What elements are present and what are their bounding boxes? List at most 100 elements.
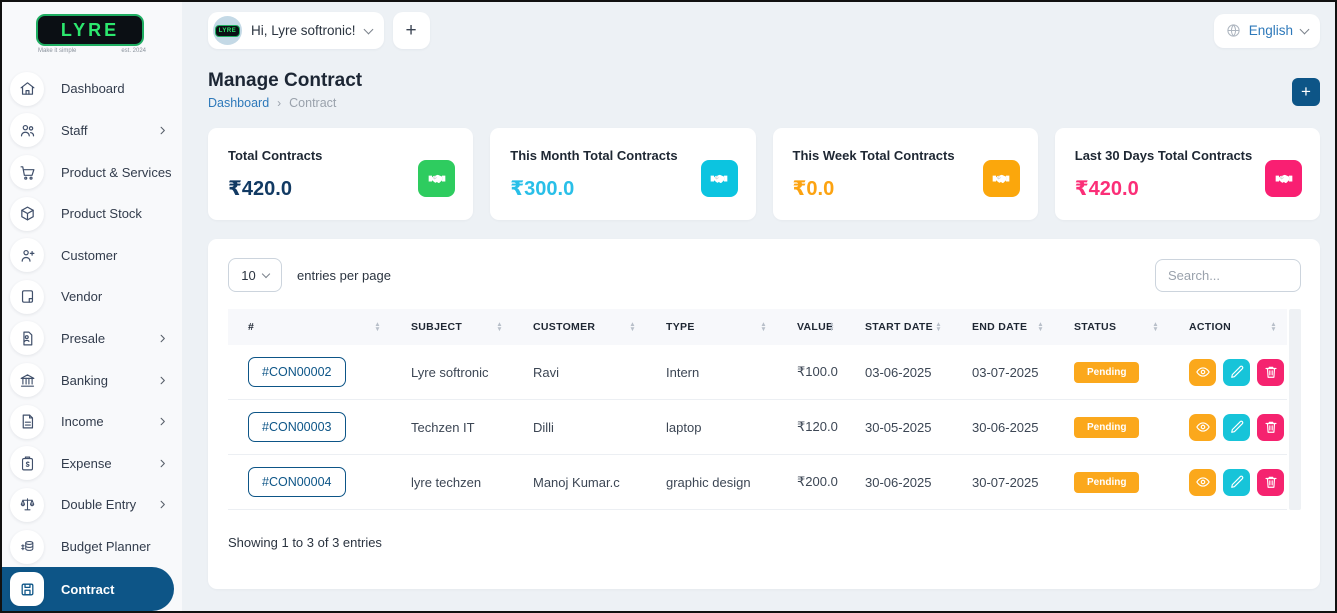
sidebar-item-dashboard[interactable]: Dashboard bbox=[2, 68, 182, 110]
add-contract-button[interactable]: + bbox=[1292, 78, 1320, 106]
delete-button[interactable] bbox=[1257, 358, 1284, 386]
sidebar-item-label: Expense bbox=[61, 455, 112, 471]
sidebar-item-presale[interactable]: Presale bbox=[2, 318, 182, 360]
sidebar-item-label: Contract bbox=[61, 581, 115, 597]
cell-start-date: 30-05-2025 bbox=[865, 419, 932, 435]
chevron-right-icon bbox=[157, 458, 168, 469]
table-controls: 10 entries per page bbox=[228, 258, 1301, 292]
column-header[interactable]: SUBJECT ▲ ▼ bbox=[411, 321, 503, 333]
users-icon bbox=[10, 113, 44, 148]
user-greeting: Hi, Lyre softronic! bbox=[251, 23, 356, 38]
sidebar-item-product-services[interactable]: Product & Services bbox=[2, 151, 182, 193]
cell-end-date: 30-06-2025 bbox=[972, 419, 1039, 435]
stat-label: This Week Total Contracts bbox=[792, 148, 955, 163]
view-button[interactable] bbox=[1189, 413, 1216, 441]
sidebar-item-budget-planner[interactable]: Budget Planner bbox=[2, 526, 182, 568]
sort-icon: ▲ ▼ bbox=[1037, 321, 1044, 333]
stat-card-week: This Week Total Contracts ₹0.0 bbox=[772, 128, 1038, 220]
user-plus-icon bbox=[10, 238, 44, 273]
cell-end-date: 03-07-2025 bbox=[972, 364, 1039, 380]
pencil-icon bbox=[1230, 365, 1243, 378]
row-actions bbox=[1169, 358, 1287, 386]
topbar-add-button[interactable]: + bbox=[392, 12, 430, 49]
stat-card-month: This Month Total Contracts ₹300.0 bbox=[490, 128, 756, 220]
breadcrumb-dashboard-link[interactable]: Dashboard bbox=[208, 96, 270, 110]
sidebar-item-contract[interactable]: Contract bbox=[2, 567, 174, 611]
column-header[interactable]: ACTION ▲ ▼ bbox=[1189, 321, 1277, 333]
eye-icon bbox=[1195, 367, 1210, 377]
sort-icon: ▲ ▼ bbox=[629, 321, 636, 333]
sidebar-item-staff[interactable]: Staff bbox=[2, 110, 182, 152]
bank-icon bbox=[10, 363, 44, 398]
brand-logo[interactable]: LYRE Make it simple est. 2024 bbox=[2, 10, 182, 54]
sidebar-item-banking[interactable]: Banking bbox=[2, 359, 182, 401]
handshake-icon bbox=[1265, 160, 1302, 197]
stat-value: ₹420.0 bbox=[1074, 178, 1139, 200]
sidebar-item-income[interactable]: Income bbox=[2, 401, 182, 443]
delete-button[interactable] bbox=[1257, 413, 1284, 441]
search-input[interactable] bbox=[1155, 258, 1301, 292]
sidebar-item-label: Vendor bbox=[61, 289, 103, 305]
contract-id-button[interactable]: #CON00004 bbox=[248, 467, 346, 497]
stat-value: ₹420.0 bbox=[228, 178, 292, 200]
box-icon bbox=[10, 196, 44, 231]
handshake-icon bbox=[700, 160, 738, 197]
sidebar-item-double-entry[interactable]: Double Entry bbox=[2, 484, 182, 526]
stat-cards: Total Contracts ₹420.0 This Month Total … bbox=[208, 128, 1320, 220]
contract-save-icon bbox=[10, 572, 44, 607]
view-button[interactable] bbox=[1189, 468, 1216, 496]
sidebar-item-vendor[interactable]: Vendor bbox=[2, 276, 182, 318]
edit-button[interactable] bbox=[1223, 468, 1250, 496]
sidebar-item-product-stock[interactable]: Product Stock bbox=[2, 193, 182, 235]
column-header[interactable]: STATUS ▲ ▼ bbox=[1074, 321, 1159, 333]
chevron-down-icon bbox=[261, 269, 270, 279]
sidebar-item-expense[interactable]: Expense bbox=[2, 442, 182, 484]
table-scrollbar[interactable] bbox=[1289, 309, 1301, 510]
sort-icon: ▲ ▼ bbox=[935, 321, 942, 333]
cell-customer: Dilli bbox=[533, 419, 554, 435]
language-selector[interactable]: English bbox=[1213, 13, 1320, 48]
handshake-icon bbox=[982, 160, 1020, 197]
sidebar-item-customer[interactable]: Customer bbox=[2, 234, 182, 276]
sort-icon: ▲ ▼ bbox=[1270, 321, 1277, 333]
cell-value: ₹100.0 bbox=[797, 364, 838, 379]
sidebar-item-label: Banking bbox=[61, 372, 108, 388]
brand-name: LYRE bbox=[60, 19, 120, 40]
table-row: #CON00003 Techzen IT Dilli laptop ₹120.0… bbox=[228, 400, 1287, 455]
handshake-icon bbox=[418, 160, 456, 197]
cell-type: laptop bbox=[666, 419, 702, 435]
delete-button[interactable] bbox=[1257, 468, 1284, 496]
breadcrumb-separator: › bbox=[277, 96, 282, 110]
stat-label: Total Contracts bbox=[228, 148, 323, 163]
coins-dollar-icon bbox=[10, 529, 44, 564]
column-header[interactable]: START DATE ▲ ▼ bbox=[865, 321, 942, 333]
page-title: Manage Contract bbox=[208, 70, 363, 91]
column-header[interactable]: # ▲ ▼ bbox=[248, 321, 381, 333]
view-button[interactable] bbox=[1189, 358, 1216, 386]
edit-button[interactable] bbox=[1223, 358, 1250, 386]
column-header[interactable]: CUSTOMER ▲ ▼ bbox=[533, 321, 636, 333]
column-header[interactable]: VALUE ▲ ▼ bbox=[797, 321, 835, 333]
brand-est: est. 2024 bbox=[121, 48, 146, 54]
pencil-icon bbox=[1230, 475, 1243, 488]
contract-id-button[interactable]: #CON00002 bbox=[248, 357, 346, 387]
status-badge: Pending bbox=[1074, 416, 1140, 438]
status-badge: Pending bbox=[1074, 361, 1140, 383]
column-header[interactable]: END DATE ▲ ▼ bbox=[972, 321, 1044, 333]
contract-id-button[interactable]: #CON00003 bbox=[248, 412, 346, 442]
status-badge: Pending bbox=[1074, 471, 1140, 493]
entries-per-page-select[interactable]: 10 bbox=[228, 258, 282, 292]
trash-icon bbox=[1264, 421, 1277, 433]
sidebar-item-label: Presale bbox=[61, 330, 106, 346]
breadcrumb: Dashboard › Contract bbox=[208, 96, 362, 110]
column-header[interactable]: TYPE ▲ ▼ bbox=[666, 321, 767, 333]
stat-label: This Month Total Contracts bbox=[510, 148, 678, 163]
user-menu[interactable]: LYRE Hi, Lyre softronic! bbox=[208, 12, 384, 49]
eye-icon bbox=[1195, 477, 1210, 487]
cell-type: Intern bbox=[666, 364, 700, 380]
table-header-row: # ▲ ▼ SUBJECT ▲ ▼ CUSTOMER ▲ ▼ TYPE ▲ ▼ VALUE ▲ ▼ … bbox=[228, 309, 1287, 345]
presale-document-icon bbox=[10, 321, 44, 356]
edit-button[interactable] bbox=[1223, 413, 1250, 441]
cell-subject: Techzen IT bbox=[411, 419, 475, 435]
